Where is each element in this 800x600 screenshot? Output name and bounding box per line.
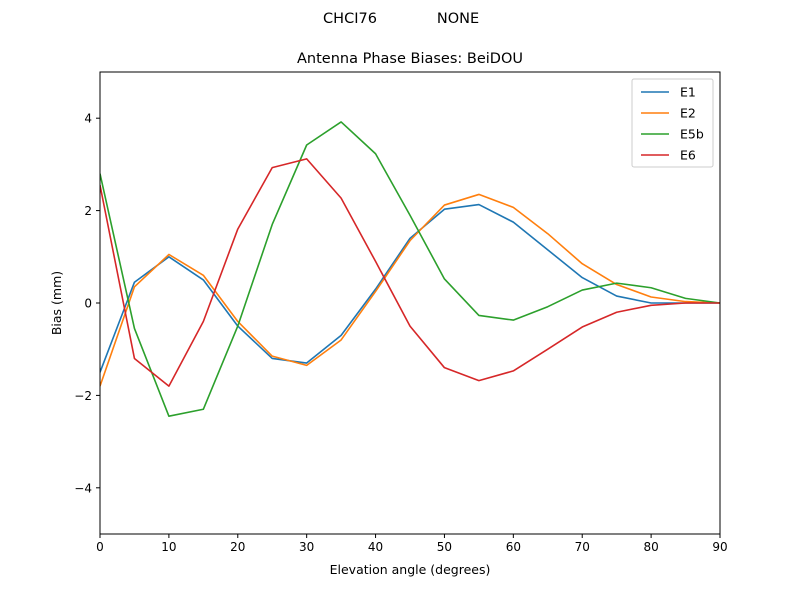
header-right: NONE xyxy=(437,11,479,27)
legend-label-e6: E6 xyxy=(680,148,696,163)
y-tick-label: −4 xyxy=(74,481,92,495)
series-line-e5b xyxy=(100,121,720,417)
x-tick-label: 50 xyxy=(437,540,452,554)
plot-frame xyxy=(99,71,721,535)
x-axis: 0 10 20 30 40 50 60 70 80 90 xyxy=(96,534,728,554)
legend-label-e1: E1 xyxy=(680,85,696,100)
header-left: CHCI76 xyxy=(323,11,377,27)
x-axis-label: Elevation angle (degrees) xyxy=(330,562,491,577)
y-tick-label: −2 xyxy=(74,389,92,403)
legend-label-e2: E2 xyxy=(680,106,696,121)
x-tick-label: 40 xyxy=(368,540,383,554)
x-tick-label: 10 xyxy=(161,540,176,554)
legend-label-e5b: E5b xyxy=(680,127,704,142)
x-tick-label: 20 xyxy=(230,540,245,554)
y-tick-label: 4 xyxy=(84,112,92,126)
y-tick-label: 0 xyxy=(84,297,92,311)
y-axis-label: Bias (mm) xyxy=(49,271,64,335)
x-tick-label: 70 xyxy=(575,540,590,554)
chart-title: Antenna Phase Biases: BeiDOU xyxy=(297,51,523,67)
legend-box xyxy=(631,78,714,168)
series-line-e6 xyxy=(100,158,720,387)
series-line-e2 xyxy=(100,193,720,387)
y-tick-label: 2 xyxy=(84,204,92,218)
x-tick-label: 90 xyxy=(712,540,727,554)
x-tick-label: 30 xyxy=(299,540,314,554)
legend: E1 E2 E5b E6 xyxy=(631,78,714,168)
series-line-e1 xyxy=(100,203,720,373)
series-layer xyxy=(100,121,720,417)
y-axis: −4 −2 0 2 4 xyxy=(74,112,100,495)
x-tick-label: 60 xyxy=(506,540,521,554)
x-tick-label: 0 xyxy=(96,540,104,554)
x-tick-label: 80 xyxy=(643,540,658,554)
